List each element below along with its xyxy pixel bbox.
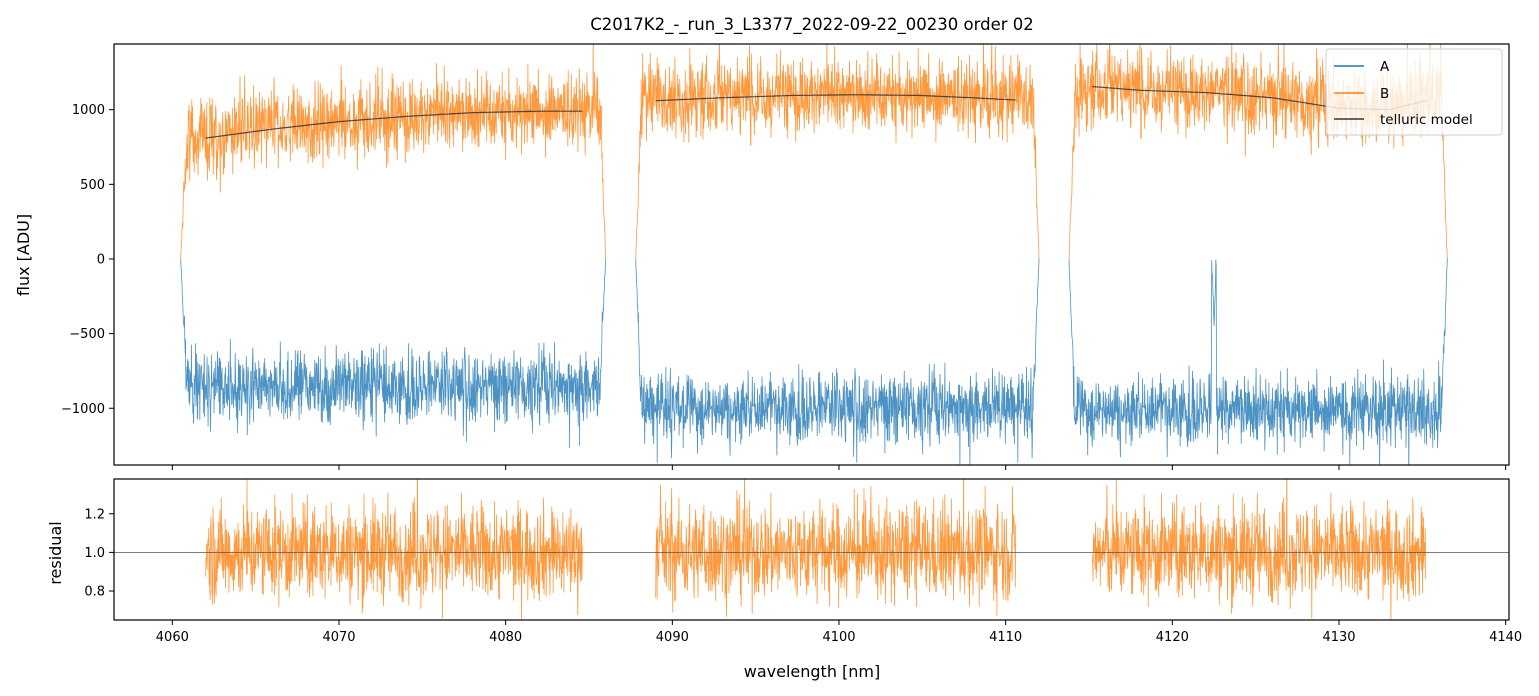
legend: A B telluric model (1325, 48, 1503, 136)
y-tick-label: 1.0 (84, 546, 105, 561)
series-b-line (180, 44, 607, 260)
x-tick-label: 4110 (989, 630, 1022, 645)
residual-axes-ticks: 4060 4070 4080 4090 4100 4110 4120 4130 4140 0.8 1… (84, 507, 1522, 645)
residual-line (655, 479, 1017, 617)
legend-label-b: B (1380, 86, 1389, 102)
series-a-line (635, 258, 1040, 465)
residual-line (205, 479, 583, 620)
telluric-model-line (655, 94, 1016, 102)
legend-label-a: A (1380, 59, 1390, 75)
main-axes-ticks: −1000 −500 0 500 1000 (61, 103, 1507, 470)
x-tick-label: 4080 (489, 630, 522, 645)
main-axes-frame (113, 43, 1510, 466)
x-tick-label: 4120 (1156, 630, 1189, 645)
residual-panel: 4060 4070 4080 4090 4100 4110 4120 4130 4140 0.8 1… (46, 478, 1522, 681)
legend-box (1325, 48, 1503, 136)
x-axis-label: wavelength [nm] (744, 662, 881, 681)
residual-y-label: residual (46, 521, 65, 584)
telluric-model-line (205, 110, 583, 139)
y-tick-label: 1.2 (84, 507, 105, 522)
x-tick-label: 4140 (1489, 630, 1522, 645)
x-tick-label: 4130 (1322, 630, 1355, 645)
x-tick-label: 4100 (822, 630, 855, 645)
y-tick-label: −1000 (61, 402, 105, 417)
chart-title: C2017K2_-_run_3_L3377_2022-09-22_00230 o… (590, 15, 1034, 35)
y-tick-label: 0 (97, 252, 105, 267)
x-tick-label: 4070 (322, 630, 355, 645)
main-plot-area (180, 44, 1448, 465)
series-a-line (1068, 258, 1448, 465)
residual-line (1091, 479, 1427, 620)
series-a-line (180, 258, 607, 448)
main-y-label: flux [ADU] (14, 214, 33, 296)
y-tick-label: 500 (80, 178, 105, 193)
series-b-line (635, 44, 1040, 260)
x-tick-label: 4060 (156, 630, 189, 645)
y-tick-label: 0.8 (84, 585, 105, 600)
y-tick-label: 1000 (72, 103, 105, 118)
legend-label-model: telluric model (1380, 112, 1473, 128)
residual-axes-frame (113, 478, 1510, 621)
main-panel: −1000 −500 0 500 1000 flux [ADU] A B telluri… (14, 43, 1510, 470)
x-tick-label: 4090 (656, 630, 689, 645)
residual-plot-area (114, 479, 1509, 620)
y-tick-label: −500 (69, 327, 105, 342)
